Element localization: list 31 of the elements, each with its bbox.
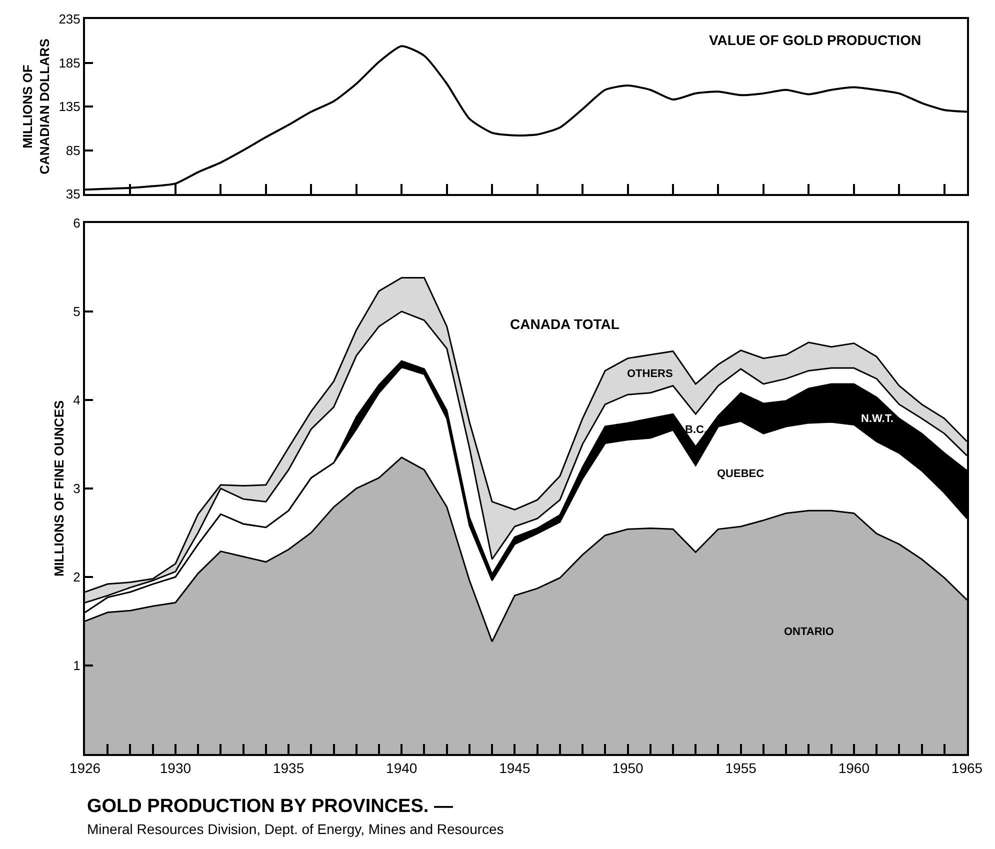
text: VALUE OF GOLD PRODUCTION	[709, 32, 922, 48]
y-tick-label: 1	[73, 658, 80, 674]
series-label: ONTARIO	[784, 626, 834, 638]
y-tick-label: 2	[73, 570, 80, 585]
y-tick-label: 85	[66, 142, 80, 158]
y-tick-label: 35	[66, 186, 80, 202]
y-tick-label: 3	[73, 480, 80, 496]
text: GOLD PRODUCTION BY PROVINCES. —	[87, 796, 453, 817]
x-tick-label: 1935	[272, 760, 304, 776]
x-tick-label: 1955	[725, 760, 757, 776]
x-tick-label: 1960	[838, 760, 870, 776]
series-label: N.W.T.	[861, 413, 894, 425]
series-label: OTHERS	[627, 368, 673, 380]
x-tick-label: 1940	[386, 760, 418, 776]
y-tick-label: 6	[73, 215, 80, 230]
x-tick-label: 1926	[69, 760, 101, 776]
series-label: QUEBEC	[717, 468, 764, 480]
y-tick-label: 185	[58, 55, 80, 70]
x-tick-label: 1950	[612, 760, 644, 776]
y-axis-title: MILLIONS OF CANADIAN DOLLARS	[20, 38, 52, 174]
x-tick-label: 1945	[499, 760, 530, 776]
y-tick-label: 135	[58, 99, 80, 114]
x-tick-label: 1930	[160, 760, 192, 776]
y-tick-label: 4	[73, 392, 80, 408]
y-tick-label: 235	[58, 12, 80, 27]
y-axis-title: MILLIONS OF FINE OUNCES	[52, 400, 67, 577]
x-tick-label: 1965	[951, 760, 983, 776]
annotation: CANADA TOTAL	[510, 316, 620, 332]
y-tick-label: 5	[73, 304, 80, 319]
series-label: B.C.	[685, 424, 707, 436]
text: Mineral Resources Division, Dept. of Energy, Mines and Resources	[87, 821, 504, 837]
